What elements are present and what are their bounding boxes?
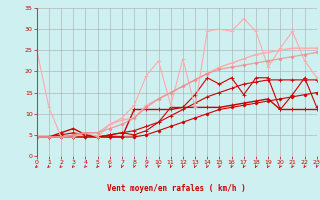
Text: Vent moyen/en rafales ( km/h ): Vent moyen/en rafales ( km/h ) [108, 184, 246, 193]
